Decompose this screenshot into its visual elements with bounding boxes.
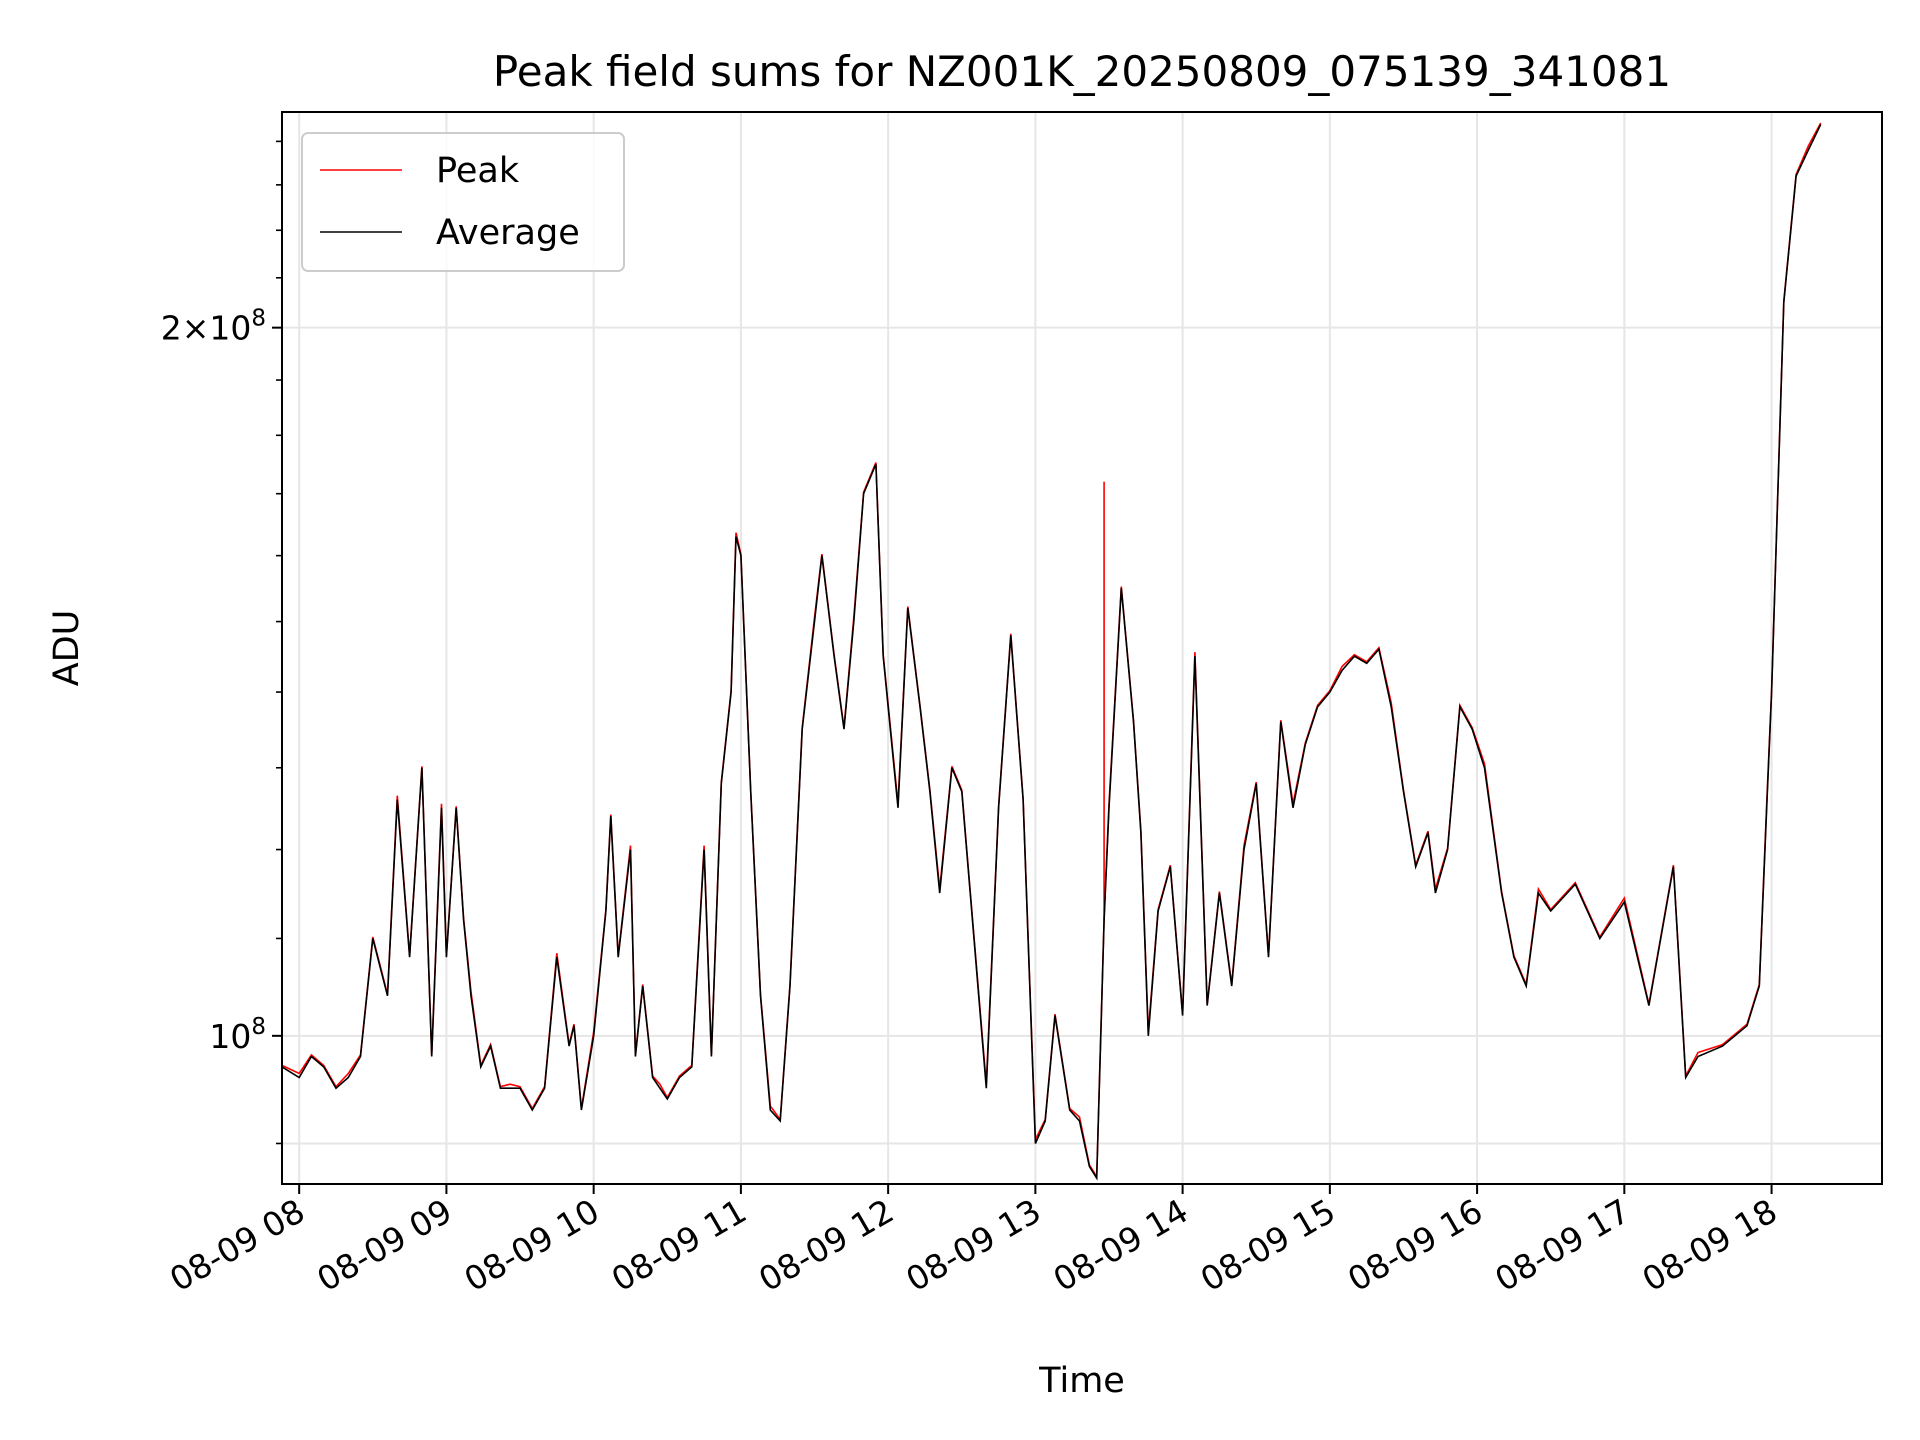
series-average [281,124,1822,1181]
chart-title: Peak field sums for NZ001K_20250809_0751… [493,47,1671,96]
x-axis-label: Time [1038,1361,1125,1401]
plot-area-frame [281,111,1883,1185]
legend-box [301,132,625,272]
series-line-average [281,124,1822,1181]
legend: Peak Average [301,132,625,272]
y-axis-label: ADU [47,610,87,687]
grid [282,112,1882,1184]
legend-label-peak: Peak [436,151,520,191]
y-tick-label: 2×108 [161,306,266,348]
legend-label-average: Average [436,213,580,253]
